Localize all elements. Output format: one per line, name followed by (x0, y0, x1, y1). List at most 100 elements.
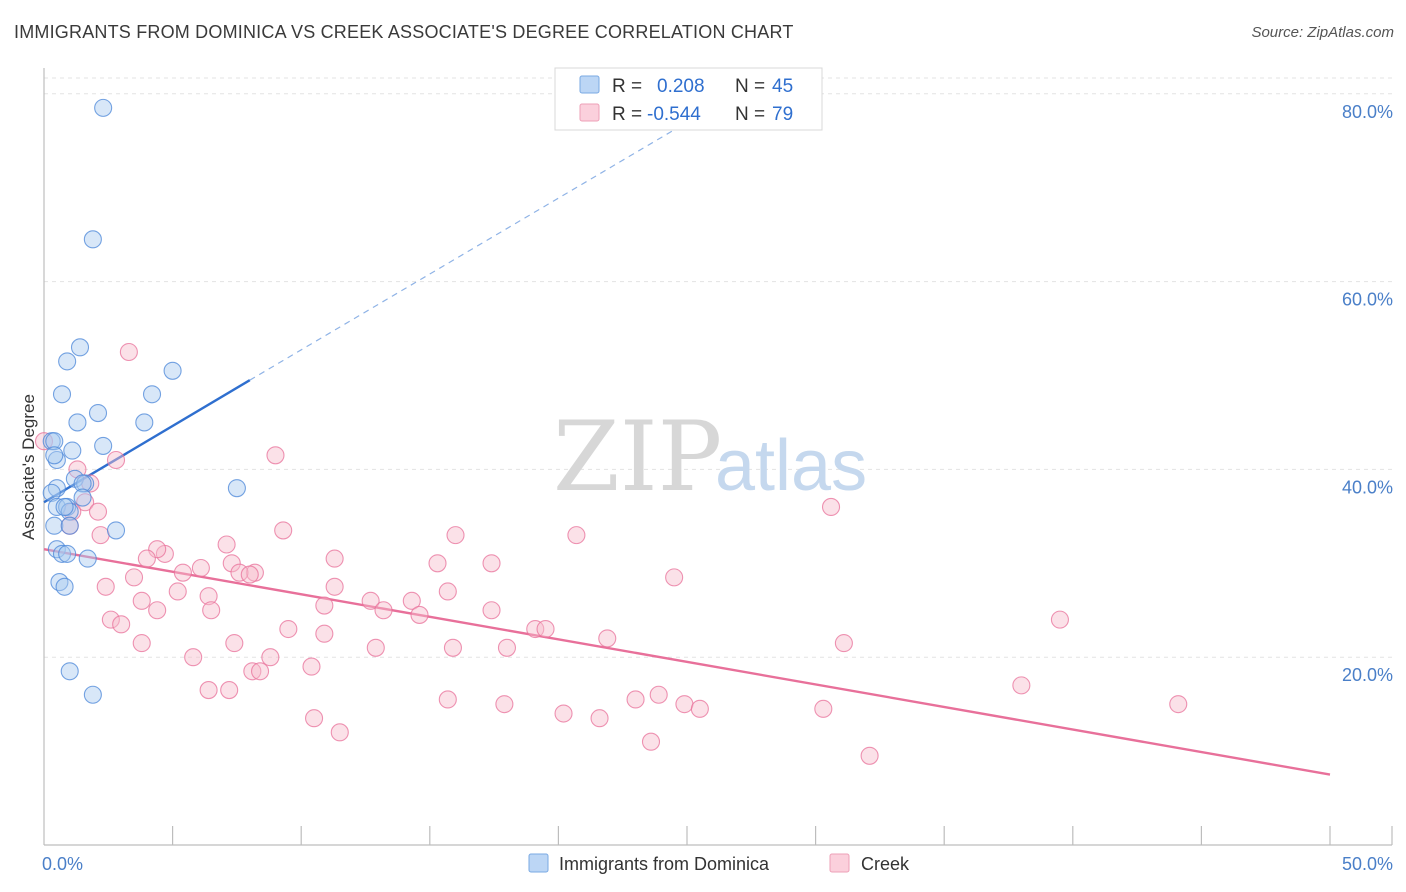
creek-point (168, 582, 187, 601)
creek-point (217, 535, 236, 554)
creek-point (821, 497, 841, 517)
chart-title: IMMIGRANTS FROM DOMINICA VS CREEK ASSOCI… (14, 22, 794, 42)
dominica-point (58, 352, 77, 371)
creek-point (137, 549, 156, 568)
legend-swatch-dominica (579, 75, 600, 94)
creek-point (261, 648, 280, 667)
dominica-point (70, 338, 90, 357)
creek-point (220, 681, 239, 700)
dominica-point (73, 474, 92, 493)
y-axis-label: Associate's Degree (19, 394, 38, 540)
creek-point (184, 648, 203, 667)
creek-point (366, 638, 385, 657)
creek-point (119, 342, 138, 362)
dominica-point (45, 446, 64, 465)
series-swatch-creek (829, 853, 850, 873)
creek-point (1169, 695, 1188, 714)
y-tick-label: 40.0% (1342, 477, 1393, 497)
creek-point (374, 601, 393, 620)
dominica-trend-extension (249, 83, 752, 381)
dominica-point (55, 577, 74, 596)
dominica-point (55, 497, 74, 517)
stats-legend: R = 0.208 N = 45 R = -0.544 N = 79 (554, 67, 823, 131)
dominica-point (106, 521, 126, 540)
legend-n-value-1: 45 (772, 76, 793, 97)
dominica-point (63, 441, 82, 460)
creek-point (243, 662, 262, 681)
creek-point (567, 526, 586, 545)
dominica-point (94, 436, 113, 455)
creek-point (173, 563, 192, 582)
creek-point (266, 446, 285, 465)
legend-r-label-1: R = (612, 76, 642, 97)
creek-point (1050, 610, 1069, 629)
trend-lines (43, 83, 1331, 776)
creek-point (438, 582, 457, 601)
creek-point (410, 605, 429, 624)
creek-point (91, 526, 110, 545)
creek-point (536, 619, 555, 639)
creek-point (225, 634, 244, 653)
creek-point (330, 723, 349, 742)
dominica-point (227, 479, 246, 498)
creek-point (315, 624, 334, 643)
creek-point (240, 565, 259, 584)
creek-point (191, 558, 210, 578)
creek-point (88, 502, 108, 521)
dominica-point (83, 685, 102, 704)
dominica-point (88, 403, 108, 423)
creek-point (590, 709, 609, 728)
creek-point (443, 638, 462, 657)
creek-point (554, 704, 573, 723)
legend-r-label-2: R = (612, 104, 642, 125)
dominica-point (73, 488, 92, 507)
legend-swatch-creek (579, 103, 600, 122)
dominica-point (52, 385, 72, 404)
dominica-point (78, 549, 97, 568)
legend-n-value-2: 79 (772, 104, 793, 125)
creek-point (325, 577, 344, 596)
creek-point (482, 554, 501, 573)
source-label: Source: ZipAtlas.com (1251, 24, 1394, 41)
dominica-point (52, 544, 72, 563)
creek-point (649, 685, 668, 704)
legend-n-label-2: N = (735, 104, 765, 125)
series-label-dominica: Immigrants from Dominica (559, 854, 770, 874)
creek-point (438, 690, 457, 709)
creek-point (250, 662, 270, 681)
dominica-point (45, 432, 64, 451)
creek-point (446, 526, 465, 545)
dominica-trend-line (43, 379, 251, 504)
series-swatch-dominica (528, 853, 549, 873)
creek-point (598, 629, 617, 648)
legend-r-value-1: 0.208 (657, 76, 705, 97)
creek-point (1012, 676, 1031, 695)
dominica-point (94, 98, 113, 117)
dominica-point (163, 361, 182, 380)
creek-point (76, 493, 95, 512)
creek-point (482, 601, 501, 620)
creek-point (148, 601, 167, 620)
dominica-point (60, 516, 79, 535)
creek-point (148, 540, 167, 559)
series-legend: Immigrants from Dominica Creek (528, 853, 910, 874)
creek-point (202, 601, 221, 620)
creek-point (665, 568, 684, 587)
data-points (34, 98, 1188, 765)
creek-point (132, 591, 151, 610)
dominica-point (60, 662, 79, 681)
dominica-point (142, 385, 162, 404)
creek-point (279, 619, 298, 639)
dominica-point (68, 413, 87, 432)
creek-point (497, 638, 517, 657)
tick-labels: 20.0% 40.0% 60.0% 80.0% 0.0% 50.0% (42, 102, 1393, 874)
creek-point (199, 681, 218, 700)
legend-n-label-1: N = (735, 76, 765, 97)
creek-point (274, 521, 293, 540)
axes (43, 68, 1393, 846)
creek-point (690, 699, 709, 718)
x-tick-label-max: 50.0% (1342, 854, 1393, 874)
creek-point (495, 695, 514, 714)
creek-point (101, 610, 120, 629)
